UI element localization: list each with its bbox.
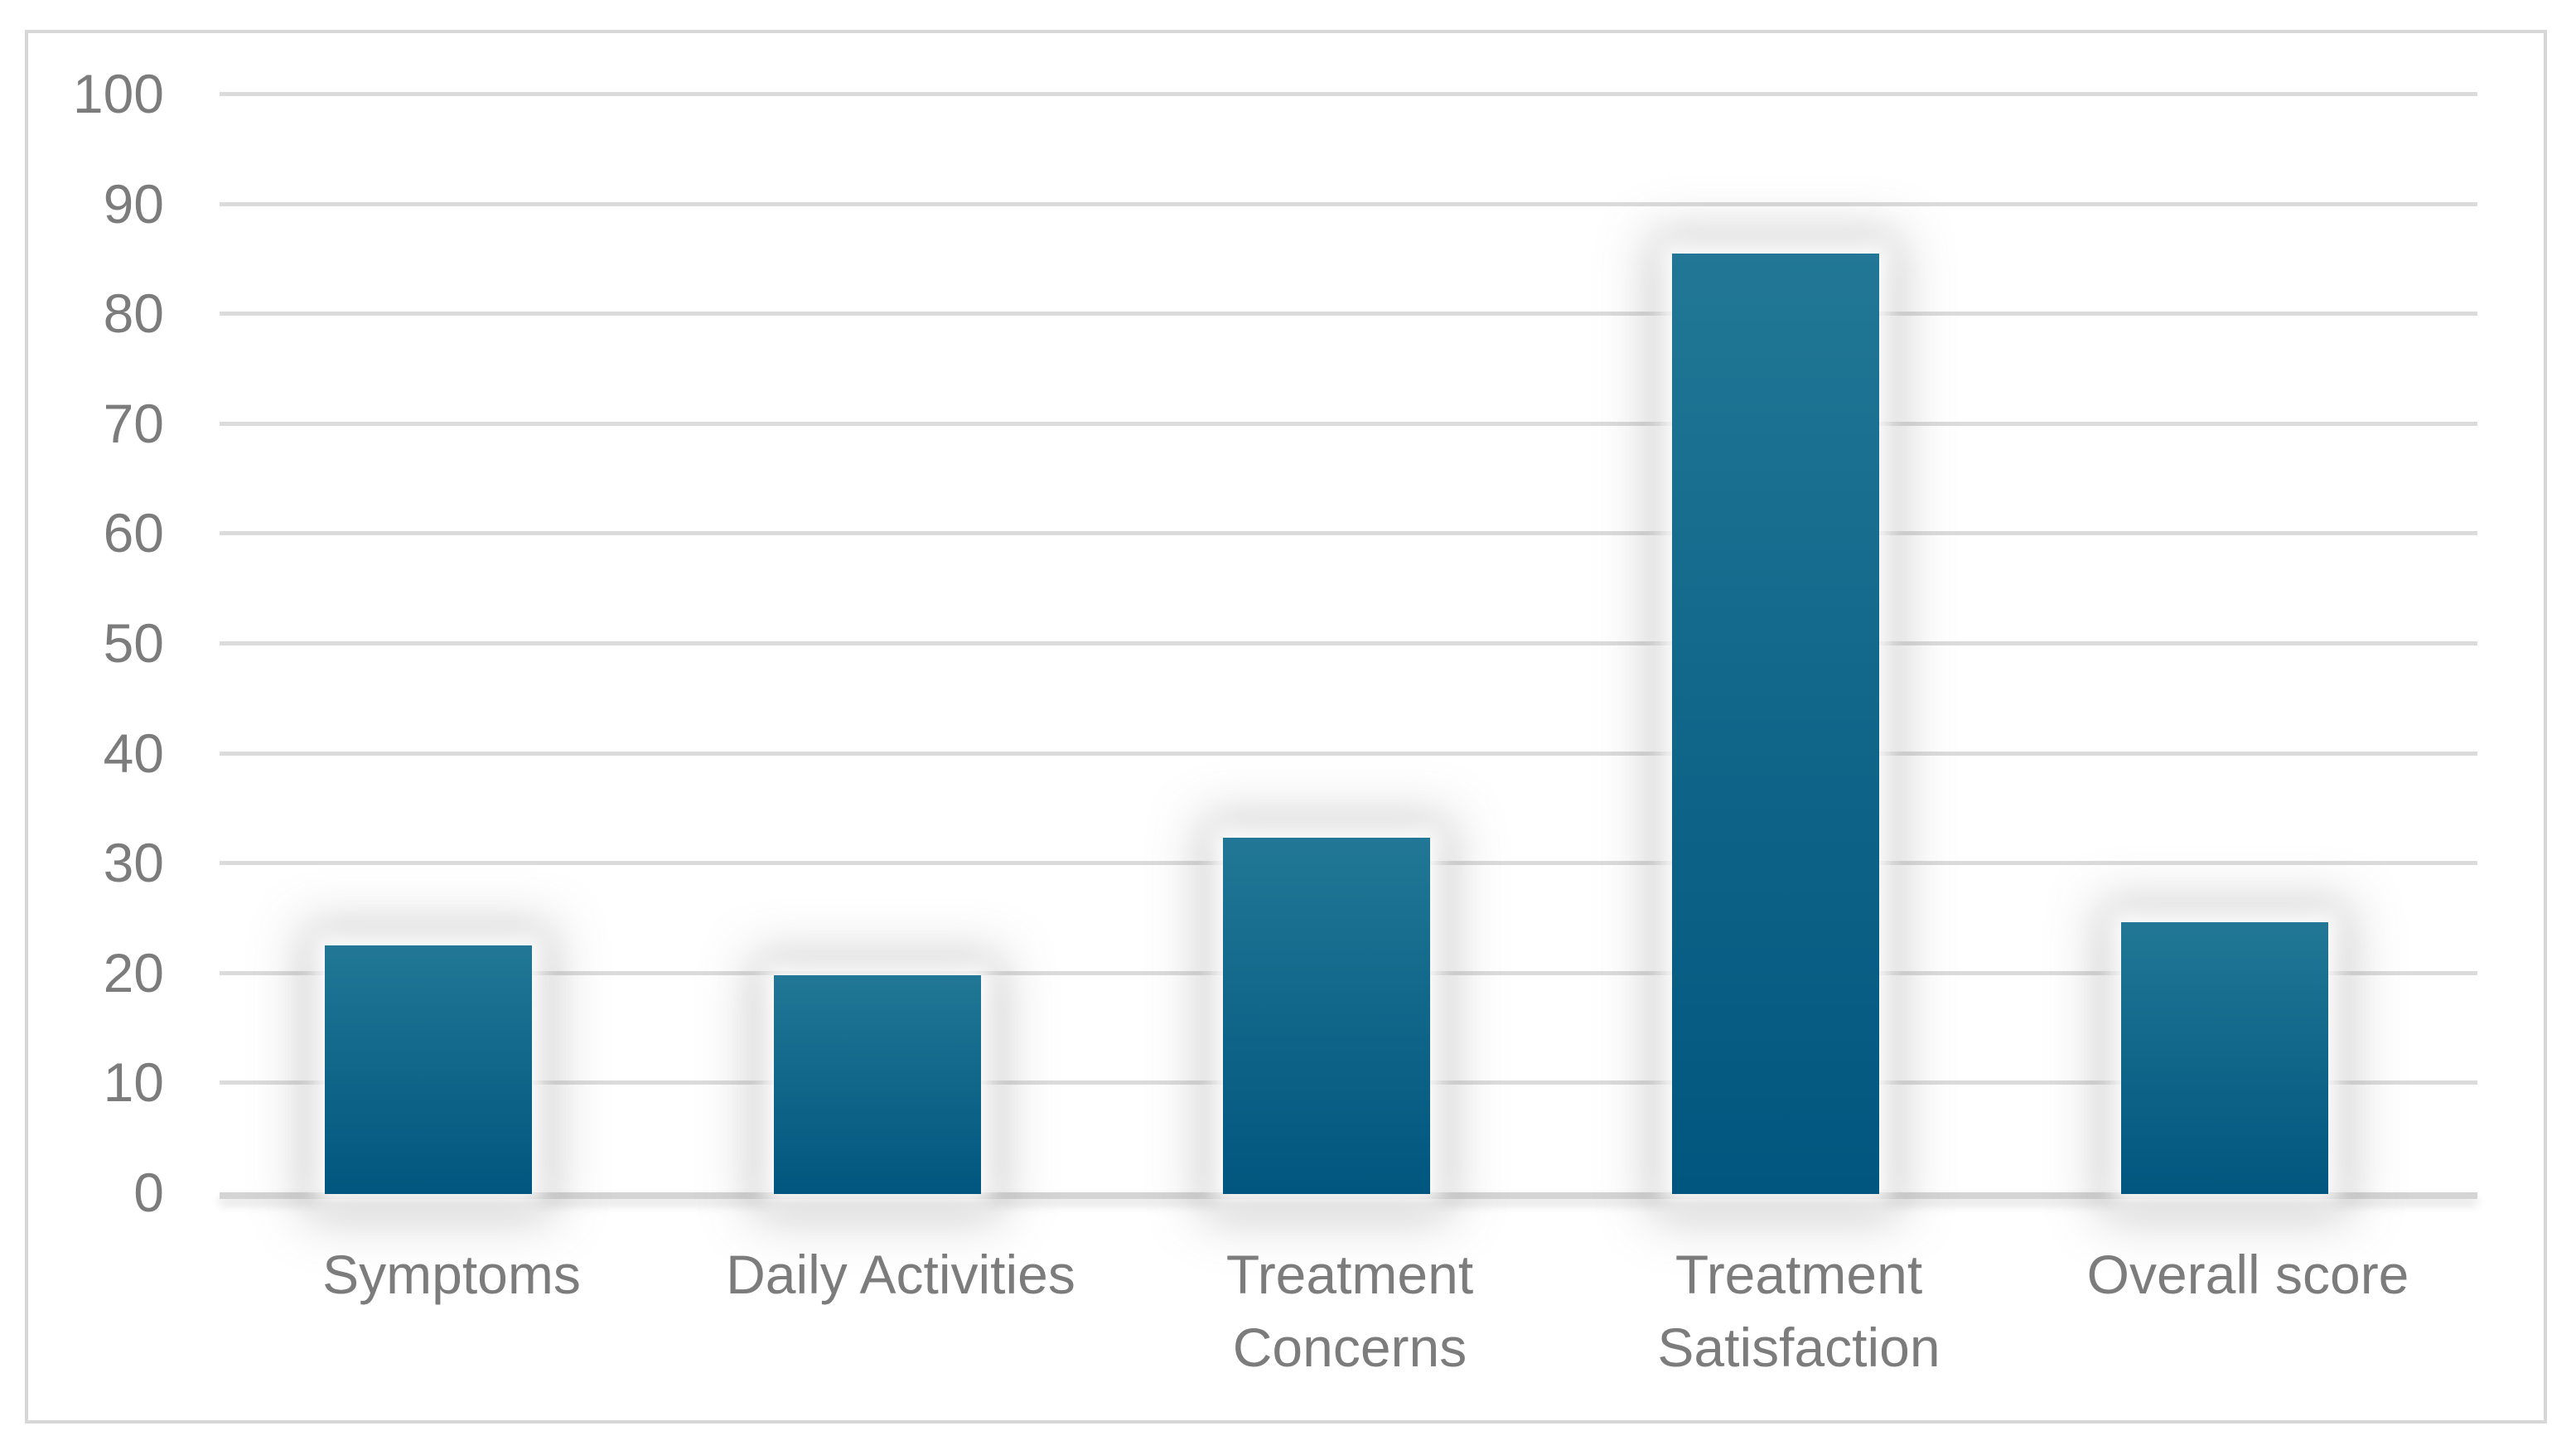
gridline-40	[220, 751, 2477, 756]
category-label-symptoms: Symptoms	[322, 1244, 581, 1305]
bar-symptoms	[325, 945, 532, 1194]
category-label-treatment-satisfaction: Treatment Satisfaction	[1657, 1244, 1940, 1378]
bar-overall-score	[2121, 922, 2328, 1194]
plot-area: 0 10 20 30 40 50 60 70 80 90 100 Symptoms Daily Acti…	[28, 33, 2544, 1420]
bar-treatment-satisfaction	[1672, 254, 1879, 1194]
gridline-70	[220, 421, 2477, 426]
bar-treatment-concerns	[1223, 838, 1430, 1194]
category-label-overall-score: Overall score	[2086, 1244, 2409, 1305]
category-label-daily-activities: Daily Activities	[726, 1244, 1075, 1305]
x-axis-line	[220, 1192, 2477, 1199]
y-axis-tick-label-90: 90	[103, 172, 164, 234]
y-axis-tick-label-40: 40	[103, 722, 164, 784]
gridline-100	[220, 92, 2477, 96]
chart-frame: 0 10 20 30 40 50 60 70 80 90 100 Symptoms Daily Acti…	[25, 30, 2547, 1424]
category-label-treatment-concerns: Treatment Concerns	[1225, 1244, 1474, 1378]
y-axis-tick-label-60: 60	[103, 502, 164, 564]
y-axis-tick-label-10: 10	[103, 1051, 164, 1114]
gridline-90	[220, 201, 2477, 206]
y-axis-tick-label-70: 70	[103, 392, 164, 454]
y-axis-tick-label-20: 20	[103, 941, 164, 1003]
gridline-60	[220, 531, 2477, 536]
y-axis-tick-label-30: 30	[103, 832, 164, 894]
gridline-80	[220, 312, 2477, 317]
gridline-50	[220, 641, 2477, 645]
y-axis-tick-label-0: 0	[133, 1162, 164, 1223]
y-axis-tick-label-80: 80	[103, 283, 164, 345]
bar-daily-activities	[774, 975, 981, 1194]
y-axis-tick-label-100: 100	[72, 63, 164, 124]
y-axis-tick-label-50: 50	[103, 612, 164, 674]
